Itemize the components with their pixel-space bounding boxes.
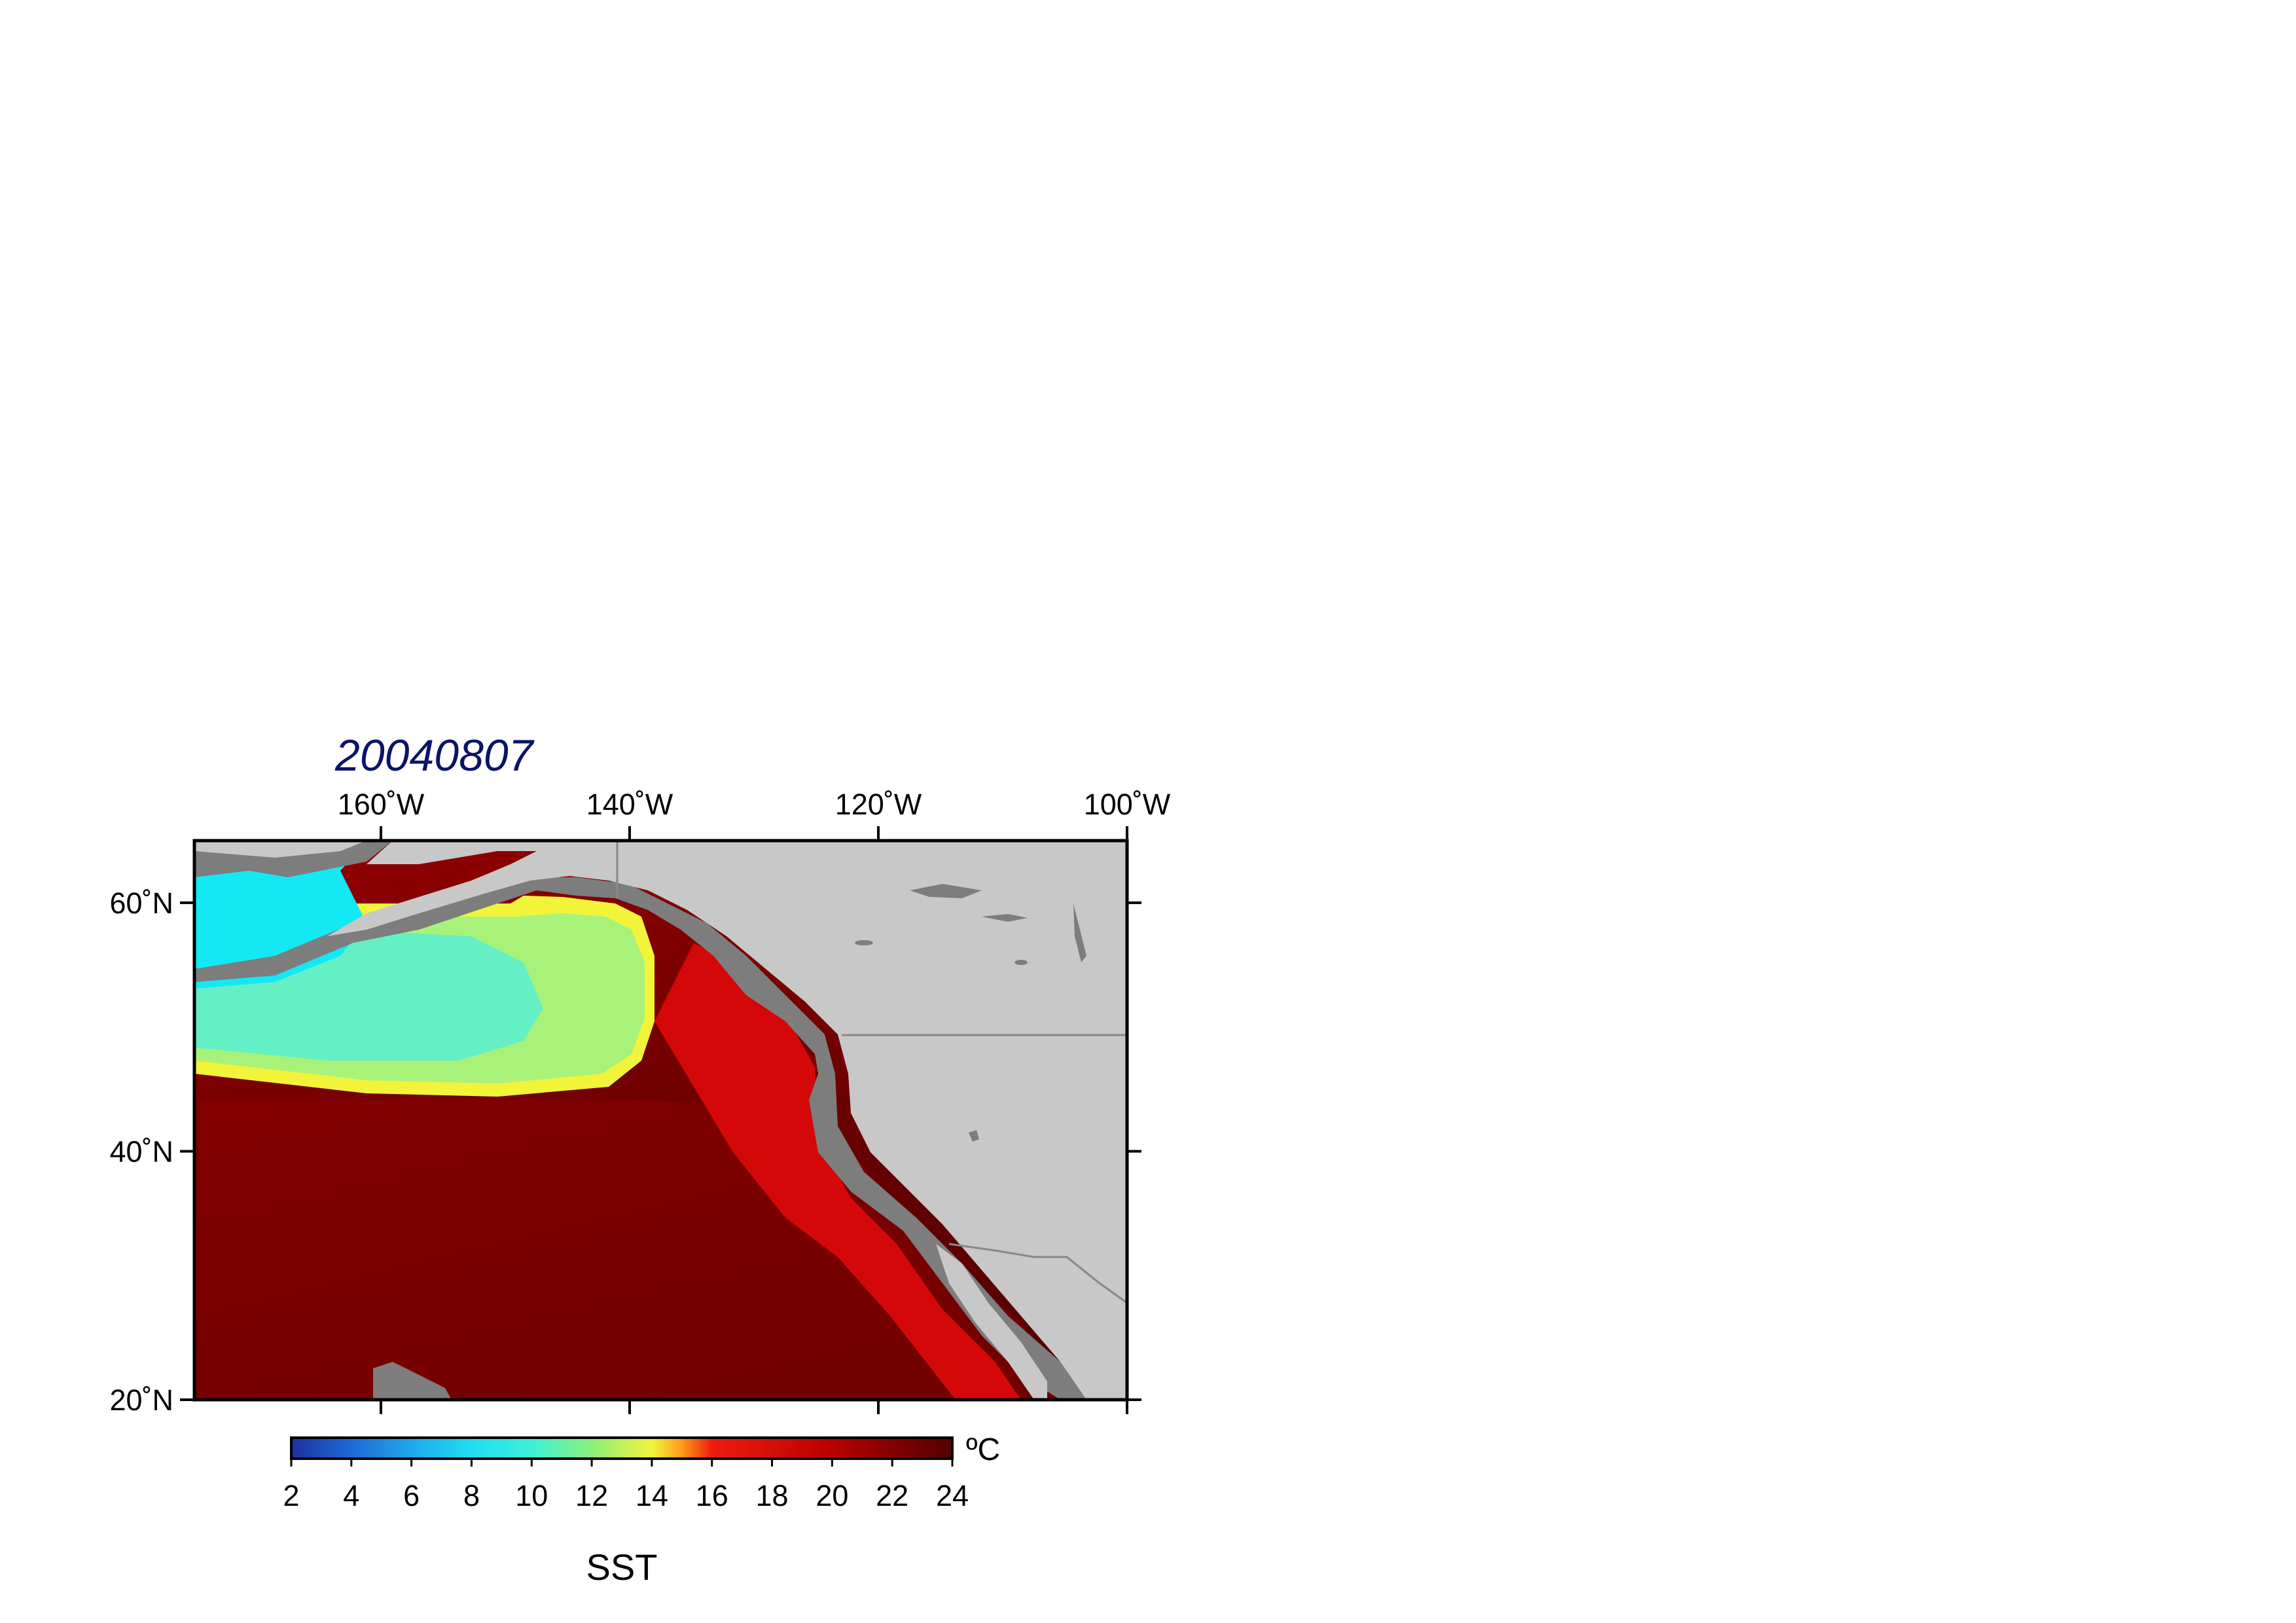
longitude-ticks: 160˚W 140˚W 120˚W 100˚W — [338, 788, 1171, 1414]
colorbar-tick-label: 20 — [816, 1479, 848, 1512]
lake-small-1 — [855, 940, 873, 945]
colorbar-tick-label: 12 — [575, 1479, 608, 1512]
colorbar-tick-label: 24 — [936, 1479, 969, 1512]
colorbar-tick-label: 18 — [756, 1479, 789, 1512]
colorbar-tick-label: 16 — [696, 1479, 728, 1512]
colorbar-bar — [290, 1436, 954, 1460]
colorbar-tick-label: 2 — [283, 1479, 299, 1512]
land-north-america — [327, 841, 1127, 1400]
colorbar-unit-label: ºC — [966, 1432, 1000, 1467]
colorbar-variable-label: SST — [586, 1546, 658, 1588]
colorbar-tick-label: 6 — [403, 1479, 420, 1512]
colorbar-tick-label: 10 — [515, 1479, 548, 1512]
political-boundaries — [616, 841, 1127, 1304]
land-alaska-west — [194, 841, 367, 858]
shelf-hawaii — [373, 1362, 452, 1400]
sst-zone-california-current — [655, 943, 1021, 1400]
lat-tick-label: 20˚N — [109, 1383, 173, 1417]
lon-tick-label: 140˚W — [586, 788, 673, 821]
colorbar-tick-label: 14 — [636, 1479, 668, 1512]
lake-small-2 — [1014, 960, 1028, 965]
sst-colorbar: 2 4 6 8 10 12 14 16 18 20 22 24 ºC SST — [283, 1432, 1000, 1588]
lake-winnipeg — [1073, 903, 1086, 962]
lake-great-slave — [910, 884, 982, 898]
lon-tick-label: 160˚W — [338, 788, 425, 821]
latitude-ticks: 60˚N 40˚N 20˚N — [109, 886, 1141, 1417]
map-title: 20040807 — [334, 731, 535, 780]
map-area — [194, 841, 1127, 1400]
colorbar-ticks: 2 4 6 8 10 12 14 16 18 20 22 24 — [283, 1459, 969, 1512]
colorbar-tick-label: 22 — [876, 1479, 908, 1512]
land-baja-california — [936, 1244, 1047, 1400]
lake-great-salt — [969, 1130, 979, 1142]
boundary-us-mexico — [948, 1243, 1127, 1304]
lon-tick-label: 120˚W — [835, 788, 922, 821]
lake-athabasca — [982, 914, 1028, 922]
colorbar-tick-label: 8 — [463, 1479, 480, 1512]
lon-tick-label: 100˚W — [1084, 788, 1171, 821]
inland-water-features — [855, 884, 1086, 1142]
lat-tick-label: 40˚N — [109, 1135, 173, 1168]
map-frame — [192, 839, 1129, 1402]
lat-tick-label: 60˚N — [109, 886, 173, 920]
north-america-landmass — [194, 841, 1127, 1400]
colorbar-tick-label: 4 — [343, 1479, 359, 1512]
